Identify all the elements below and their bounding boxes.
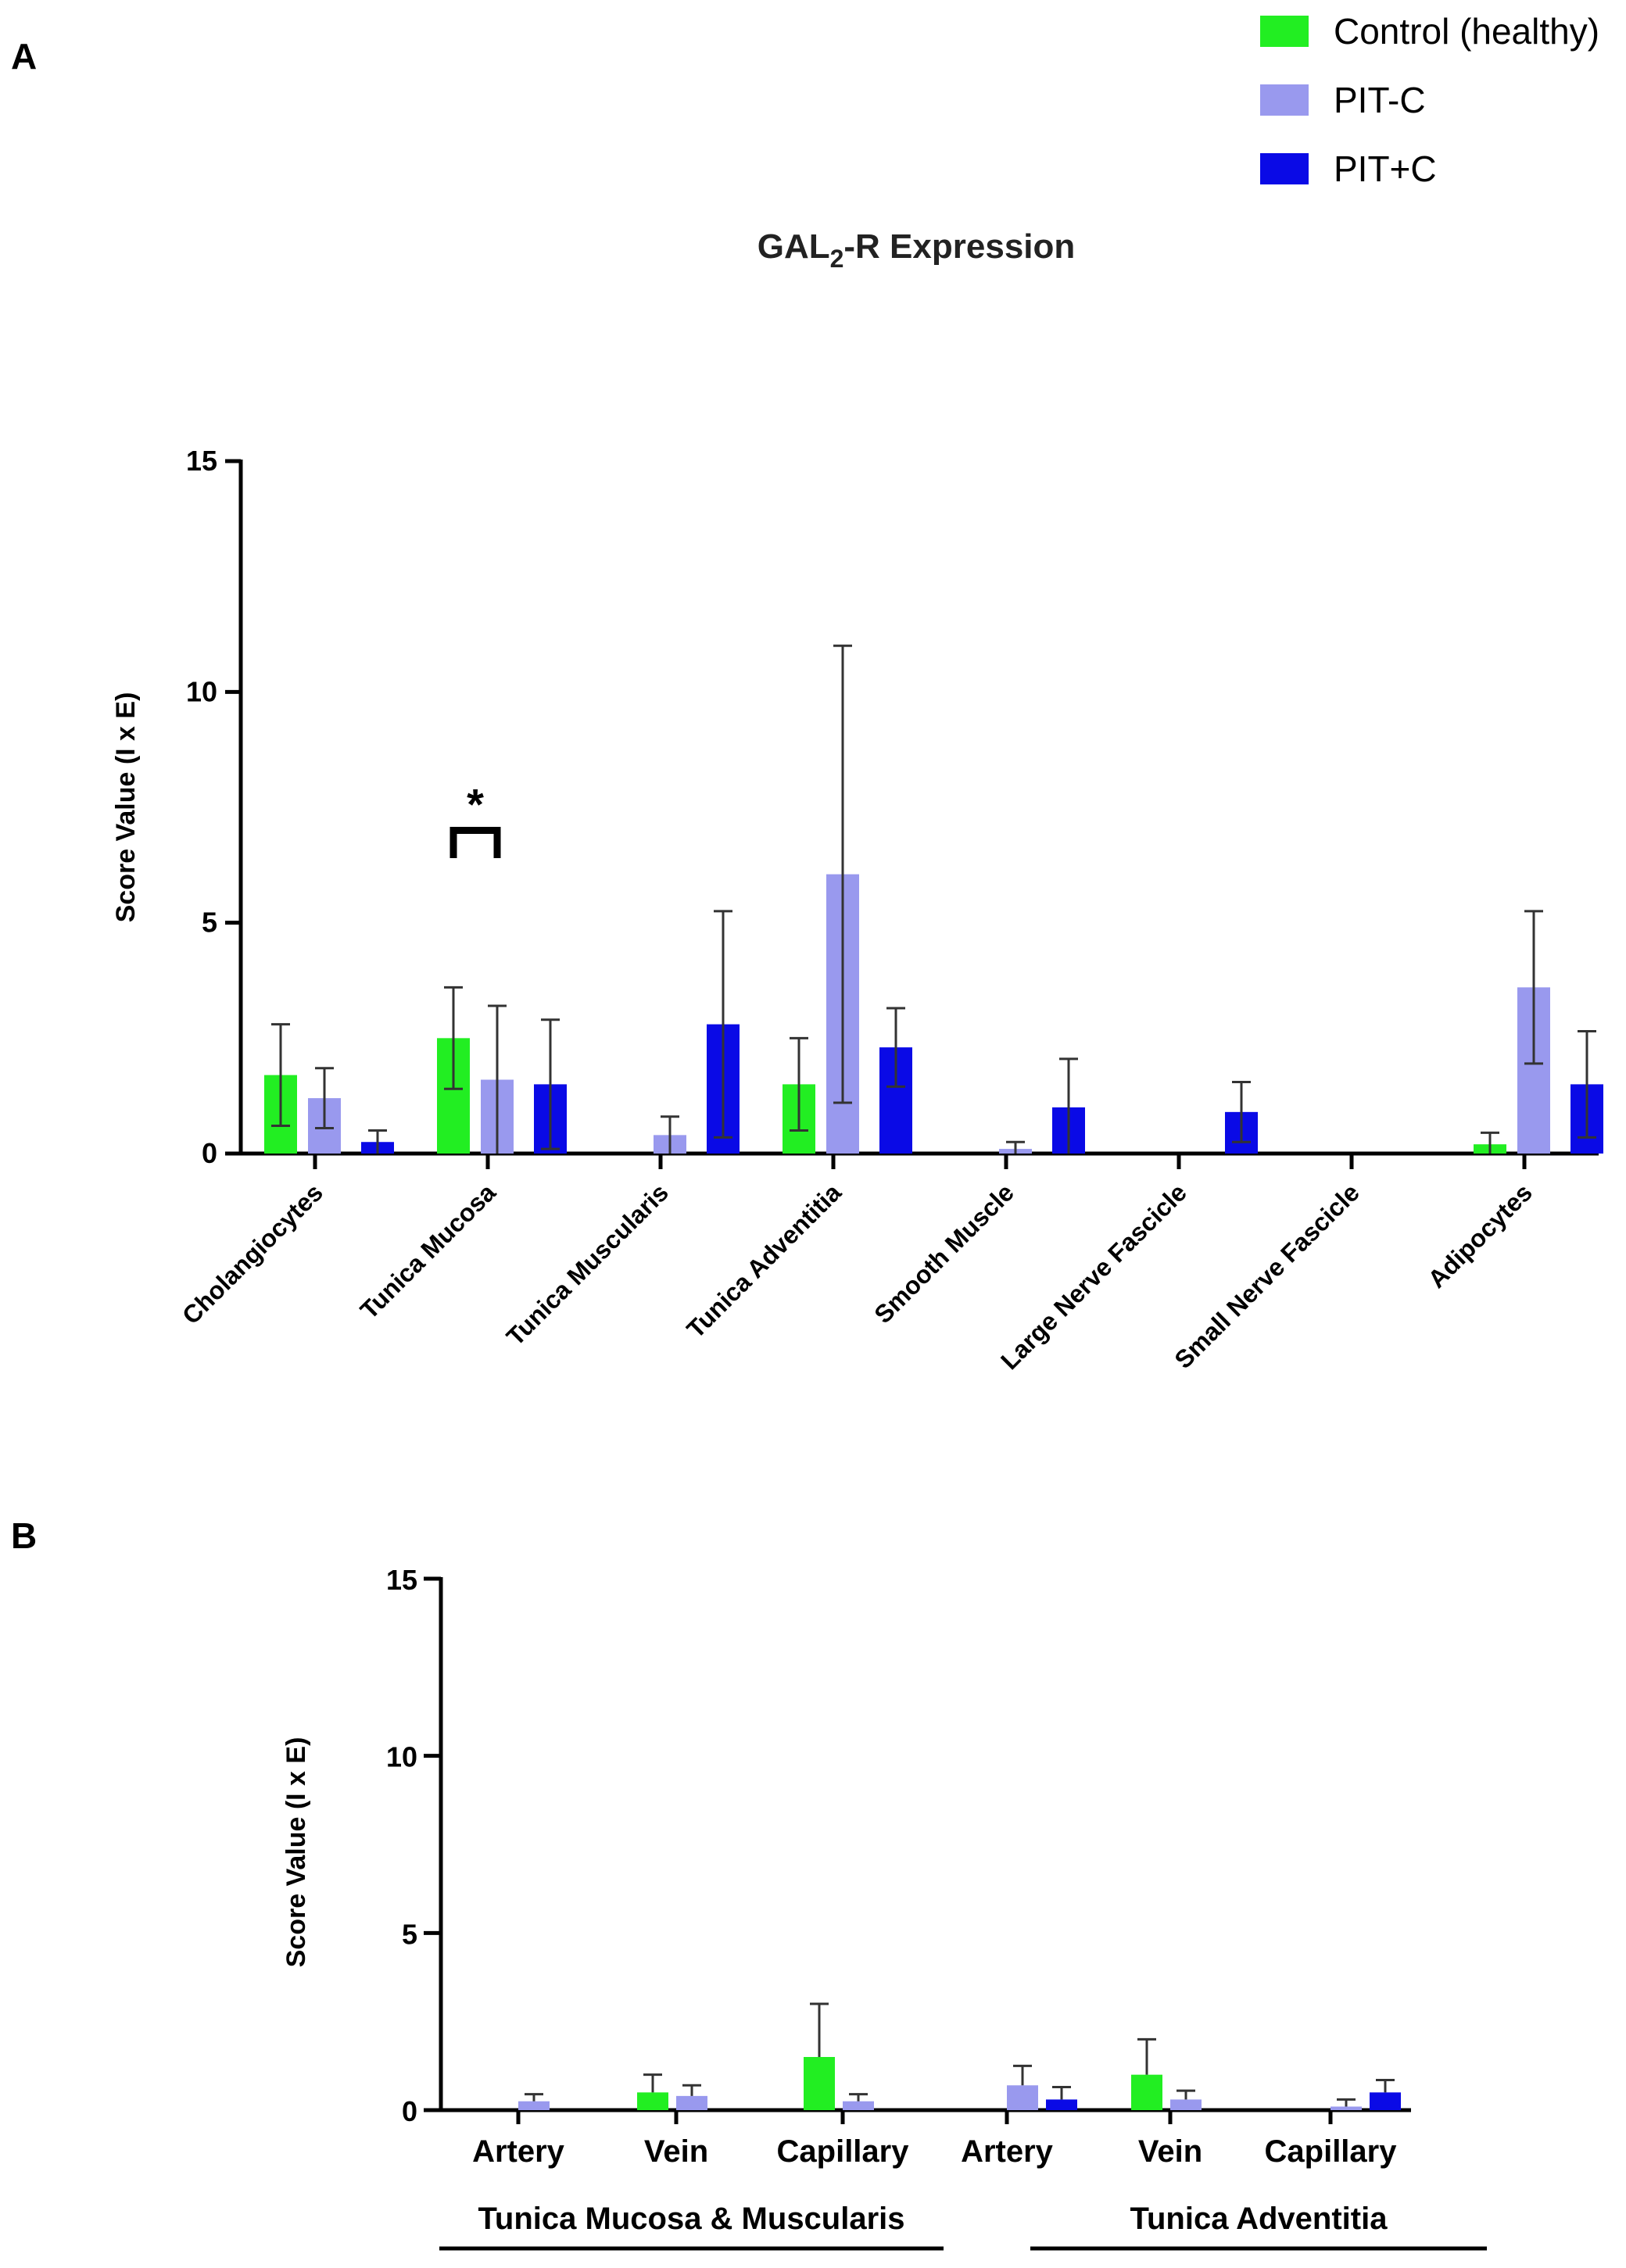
bar-vein-control-healthy (1131, 2074, 1162, 2110)
chart-a-title-rest: -R Expression (843, 227, 1075, 266)
bar-artery-pit-c (1007, 2085, 1038, 2110)
bar-artery-pit-c (518, 2101, 550, 2110)
bar-vein-pit-c (676, 2095, 707, 2110)
x-tick-label-large-nerve-fascicle: Large Nerve Fascicle (995, 1178, 1192, 1375)
y-axis-label: Score Value (I x E) (111, 692, 141, 923)
x-tick-label-tunica-adventitia: Tunica Adventitia (681, 1178, 847, 1343)
bar-capillary-pit-c (843, 2101, 874, 2110)
bar-artery-pit-c (1046, 2099, 1077, 2110)
x-tick-label-artery: Artery (961, 2134, 1054, 2169)
legend: Control (healthy) PIT-C PIT+C (1260, 11, 1599, 189)
y-tick-label: 10 (186, 675, 217, 707)
x-tick-label-small-nerve-fascicle: Small Nerve Fascicle (1169, 1178, 1365, 1374)
group-label-tunica-mucosa-muscularis: Tunica Mucosa & Muscularis (478, 2202, 904, 2236)
y-tick-label: 0 (202, 1137, 217, 1169)
legend-label-control-healthy: Control (healthy) (1334, 11, 1599, 52)
x-tick-label-vein: Vein (1138, 2134, 1202, 2169)
x-tick-label-capillary: Capillary (1265, 2134, 1398, 2169)
y-axis-label: Score Value (I x E) (281, 1737, 311, 1968)
x-tick-label-smooth-muscle: Smooth Muscle (869, 1178, 1019, 1329)
y-tick-label: 5 (202, 907, 217, 939)
chart-a-title-sub: 2 (830, 245, 844, 273)
legend-label-pit-c: PIT-C (1334, 80, 1426, 120)
bar-capillary-control-healthy (804, 2057, 835, 2110)
legend-label-pit-c: PIT+C (1334, 148, 1437, 189)
bar-vein-pit-c (1170, 2099, 1202, 2110)
chart-a-title-main: GAL (757, 227, 830, 266)
legend-swatch-pit-c (1260, 84, 1309, 116)
y-tick-label: 10 (386, 1741, 417, 1773)
y-tick-label: 5 (402, 1918, 417, 1950)
bar-capillary-pit-c (1331, 2106, 1362, 2110)
y-tick-label: 15 (386, 1564, 417, 1596)
chart-b: 0 5 10 15 Score Value (I x E) Artery Vein Capil… (281, 1564, 1487, 2251)
y-tick-label: 0 (402, 2095, 417, 2127)
x-tick-label-adipocytes: Adipocytes (1423, 1178, 1538, 1293)
x-tick-label-tunica-muscularis: Tunica Muscularis (501, 1178, 674, 1350)
x-tick-label-capillary: Capillary (777, 2134, 910, 2169)
significance-star: * (467, 780, 484, 829)
x-tick-label-vein: Vein (644, 2134, 708, 2169)
chart-a-title: GAL2-R Expression (757, 227, 1076, 273)
x-tick-label-artery: Artery (472, 2134, 565, 2169)
legend-swatch-control-healthy (1260, 16, 1309, 47)
x-tick-label-tunica-mucosa: Tunica Mucosa (355, 1178, 501, 1324)
significance-bracket (449, 827, 501, 858)
bar-vein-control-healthy (637, 2092, 668, 2110)
x-tick-label-cholangiocytes: Cholangiocytes (177, 1178, 328, 1329)
panel-a-label: A (11, 36, 37, 77)
panel-b-label: B (11, 1515, 37, 1556)
bar-capillary-pit-c (1370, 2092, 1401, 2110)
legend-swatch-pit-c (1260, 153, 1309, 184)
group-label-tunica-adventitia: Tunica Adventitia (1130, 2202, 1388, 2236)
y-tick-label: 15 (186, 445, 217, 477)
